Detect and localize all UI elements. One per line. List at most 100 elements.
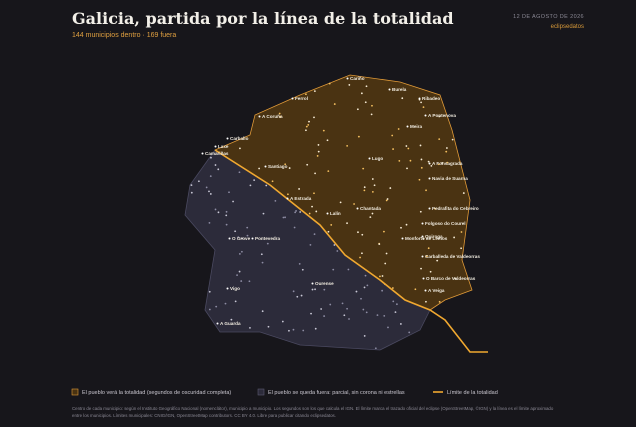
municipality-dot — [328, 82, 331, 85]
municipality-dot — [378, 243, 381, 246]
municipality-dot — [409, 159, 412, 162]
footnote: Centro de cada municipio: según el Insti… — [72, 406, 554, 411]
place-dot — [216, 322, 219, 325]
municipality-dot — [208, 222, 211, 224]
place-label: Laxe — [218, 144, 229, 149]
municipality-dot — [208, 308, 211, 311]
legend-swatch — [257, 388, 265, 396]
map: Cariño Burela Ribadeo Ferrol A Coruña Carball… — [184, 74, 488, 353]
municipality-dot — [241, 237, 244, 240]
municipality-dot — [238, 252, 241, 255]
municipality-dot — [302, 329, 305, 332]
municipality-dot — [262, 212, 265, 215]
municipality-dot — [383, 230, 385, 233]
municipality-dot — [214, 208, 217, 211]
municipality-dot — [237, 236, 240, 239]
place-label: Folgoso do Courel — [425, 221, 466, 226]
place-label: O Grove — [232, 236, 251, 241]
municipality-dot — [314, 327, 317, 330]
municipality-dot — [298, 262, 301, 265]
footnote: entre los municipios. Límites municipale… — [72, 413, 336, 418]
municipality-dot — [394, 311, 397, 314]
municipality-dot — [238, 171, 241, 174]
municipality-dot — [361, 252, 363, 255]
municipality-dot — [427, 160, 430, 163]
municipality-dot — [287, 193, 289, 196]
municipality-dot — [391, 134, 394, 137]
municipality-dot — [295, 210, 297, 212]
municipality-dot — [224, 302, 227, 305]
municipality-dot — [405, 145, 408, 147]
municipality-dot — [317, 150, 320, 153]
municipality-dot — [385, 252, 388, 255]
municipality-dot — [359, 256, 361, 259]
municipality-dot — [429, 270, 432, 273]
place-label: Pedrafita do Cebreiro — [432, 206, 479, 211]
municipality-dot — [246, 226, 249, 229]
municipality-dot — [347, 268, 350, 271]
municipality-dot — [419, 210, 422, 213]
municipality-dot — [232, 200, 234, 203]
municipality-dot — [369, 216, 372, 219]
municipality-dot — [405, 223, 408, 226]
place-label: Burela — [392, 87, 407, 92]
place-dot — [401, 237, 404, 240]
municipality-dot — [214, 164, 217, 166]
place-label: Ferrol — [295, 96, 308, 101]
municipality-dot — [278, 112, 281, 115]
municipality-dot — [310, 312, 312, 315]
totality-line — [214, 149, 488, 353]
municipality-dot — [371, 104, 373, 107]
municipality-dot — [239, 147, 241, 150]
municipality-dot — [392, 148, 394, 150]
municipality-dot — [422, 106, 425, 109]
municipality-dot — [323, 315, 326, 317]
municipality-dot — [217, 211, 220, 214]
legend-label: El pueblo verá la totalidad (segundos de… — [82, 390, 231, 396]
place-dot — [251, 237, 254, 240]
municipality-dot — [396, 303, 398, 306]
municipality-dot — [346, 307, 348, 310]
municipality-dot — [314, 172, 316, 175]
municipality-dot — [371, 212, 374, 215]
municipality-dot — [441, 161, 444, 164]
municipality-dot — [308, 120, 310, 123]
municipality-dot — [311, 288, 314, 291]
municipality-dot — [374, 347, 377, 350]
municipality-dot — [238, 270, 241, 273]
place-dot — [388, 88, 391, 91]
municipality-dot — [381, 275, 384, 277]
municipality-dot — [225, 210, 228, 213]
subtitle: 144 municipios dentro · 169 fuera — [72, 32, 176, 39]
municipality-dot — [300, 294, 303, 297]
municipality-dot — [389, 187, 392, 189]
municipality-dot — [348, 84, 351, 86]
place-dot — [428, 162, 431, 165]
municipality-dot — [225, 214, 228, 217]
municipality-dot — [210, 156, 212, 159]
municipality-dot — [209, 193, 212, 195]
municipality-dot — [208, 190, 210, 193]
municipality-dot — [438, 300, 441, 303]
municipality-dot — [258, 167, 261, 170]
place-label: A Guarda — [220, 321, 241, 326]
municipality-dot — [446, 161, 449, 164]
place-label: A Pontenova — [428, 113, 456, 118]
municipality-dot — [451, 138, 454, 141]
municipality-dot — [190, 184, 193, 187]
municipality-dot — [305, 129, 307, 132]
municipality-dot — [288, 329, 290, 332]
municipality-dot — [365, 311, 368, 314]
place-label: A Estrada — [290, 196, 312, 201]
date: 12 DE AGOSTO DE 2026 — [513, 14, 584, 20]
place-label: Carballeda de Valdeorras — [425, 254, 480, 259]
municipality-dot — [320, 308, 323, 310]
municipality-dot — [385, 199, 388, 202]
municipality-dot — [419, 144, 422, 147]
municipality-dot — [314, 288, 316, 291]
municipality-dot — [425, 300, 427, 303]
municipality-dot — [317, 144, 320, 146]
place-label: Cariño — [350, 76, 365, 81]
municipality-dot — [298, 188, 301, 190]
